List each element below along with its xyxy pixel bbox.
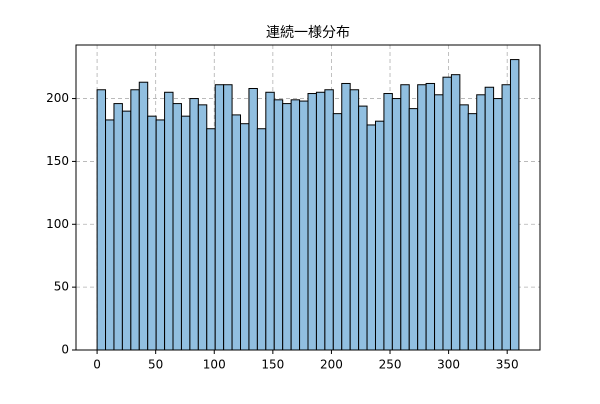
bar — [408, 108, 419, 351]
bar — [450, 74, 461, 351]
bar — [383, 93, 393, 351]
bar — [214, 84, 225, 351]
bar — [341, 82, 351, 351]
bar — [332, 113, 343, 351]
bar — [113, 103, 123, 351]
bar — [476, 94, 486, 351]
y-tick-label: 200 — [46, 91, 69, 105]
x-tick-label: 250 — [379, 358, 402, 372]
x-tick-label: 200 — [320, 358, 343, 372]
bar — [400, 84, 410, 351]
bar — [417, 84, 427, 351]
bar — [509, 59, 520, 351]
bar — [459, 104, 469, 351]
bar — [467, 113, 478, 351]
bar — [96, 89, 107, 351]
x-tick-label: 350 — [496, 358, 519, 372]
bar — [501, 84, 511, 351]
bar — [105, 119, 115, 351]
y-tick-label: 0 — [61, 343, 69, 357]
x-tick-label: 300 — [437, 358, 460, 372]
plot-frame — [75, 44, 541, 351]
bar — [366, 124, 376, 351]
bar — [282, 103, 292, 351]
bar — [164, 91, 174, 351]
x-tick-label: 100 — [203, 358, 226, 372]
bar — [391, 98, 402, 351]
bar — [484, 86, 495, 351]
bar — [172, 103, 182, 351]
bar — [189, 98, 199, 351]
y-tick-label: 50 — [54, 280, 69, 294]
bar — [442, 76, 452, 351]
y-tick-label: 100 — [46, 217, 69, 231]
x-tick-label: 0 — [93, 358, 101, 372]
x-tick-label: 150 — [261, 358, 284, 372]
bar — [223, 84, 233, 351]
bar — [197, 104, 208, 351]
bar — [358, 105, 368, 351]
y-tick-label: 150 — [46, 154, 69, 168]
bar — [240, 123, 250, 351]
bar — [324, 89, 334, 351]
bar — [299, 100, 309, 351]
bar — [155, 119, 166, 351]
bar — [130, 89, 140, 351]
bar — [231, 114, 242, 351]
bar — [121, 110, 132, 351]
bar — [248, 87, 258, 351]
bar — [147, 115, 157, 351]
bar — [349, 89, 360, 351]
bar — [374, 120, 385, 351]
bar — [290, 99, 301, 351]
bar — [206, 128, 216, 351]
x-tick-label: 50 — [148, 358, 163, 372]
bar — [315, 91, 326, 351]
bar — [273, 99, 284, 351]
bar — [138, 81, 149, 351]
chart-title: 連続一様分布 — [266, 24, 350, 41]
bar — [256, 128, 267, 351]
bar — [180, 115, 191, 351]
bar — [493, 98, 503, 351]
bar — [425, 82, 436, 351]
bar — [265, 91, 275, 351]
bar — [307, 93, 317, 351]
bar — [434, 94, 444, 351]
